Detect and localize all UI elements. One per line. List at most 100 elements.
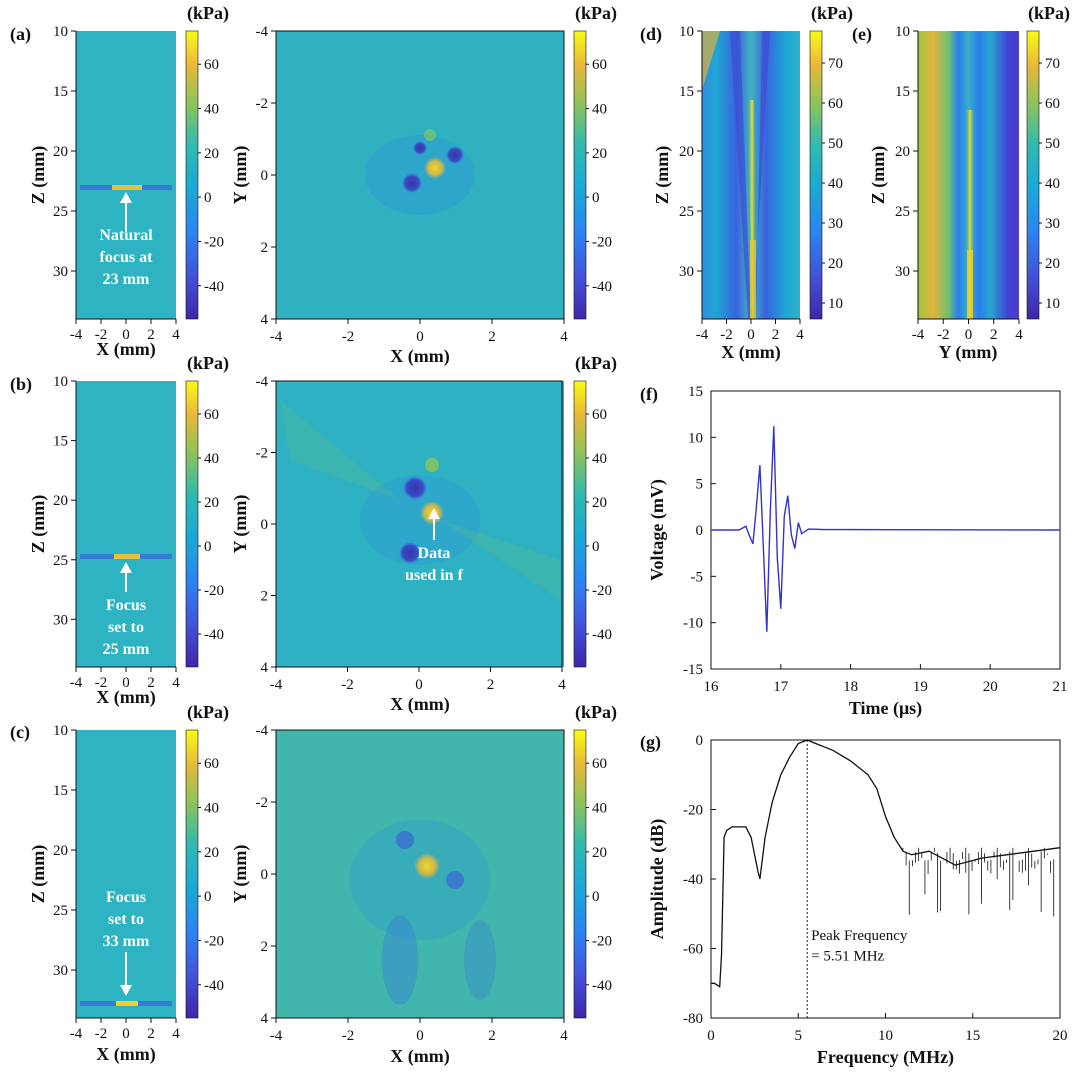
xlabel-xy-a: X (mm) (390, 346, 449, 367)
xy-features-b (280, 400, 560, 600)
colorbar-gradient (185, 729, 199, 1019)
colorbar-tick-label: 20 (592, 146, 607, 162)
annotation-a-line2: focus at (100, 249, 154, 266)
colorbar-unit: (kPa) (811, 3, 853, 24)
colorbar-tick-label: -20 (204, 933, 224, 949)
colorbar-a: (kPa) 60 40 20 0 -20 -40 (185, 3, 229, 320)
z-tick-label: 10 (53, 723, 68, 739)
x-tick-label: 2 (772, 327, 780, 343)
colorbar-unit: (kPa) (1028, 3, 1070, 24)
z-axis-e: 10 15 20 25 30 (895, 24, 919, 319)
ylabel-c: Z (mm) (28, 845, 49, 903)
z-tick-label: 20 (895, 144, 910, 160)
annotation-b: Focus set to 25 mm (103, 562, 150, 658)
annotation-xy-b-line2: used in f (405, 567, 463, 584)
x-tick-label: 4 (558, 677, 566, 693)
ylabel-xy-a: Y (mm) (230, 146, 251, 205)
y-tick-label: -5 (691, 569, 704, 585)
x-tick-label: 2 (487, 677, 495, 693)
y-tick-label: -40 (683, 872, 703, 888)
colorbar-unit: (kPa) (575, 702, 617, 723)
colorbar-tick-label: 10 (828, 296, 843, 312)
colorbar-xy-a: (kPa) 60 40 20 0 -20 -40 (573, 3, 617, 320)
y-tick-label: 5 (696, 477, 704, 493)
x-tick-label: 17 (773, 679, 789, 695)
x-tick-label: 19 (913, 679, 928, 695)
ylabel-xy-c: Y (mm) (230, 845, 251, 904)
x-tick-label: -2 (720, 327, 733, 343)
annotation-b-line1: Focus (106, 597, 146, 614)
y-tick-label: -4 (256, 723, 269, 739)
xy-features-a (276, 31, 564, 319)
y-tick-label: -2 (256, 795, 269, 811)
ylabel-e: Z (mm) (868, 146, 889, 204)
x-tick-label: 4 (560, 1028, 568, 1044)
colorbar-tick-label: 40 (1045, 176, 1060, 192)
z-tick-label: 25 (679, 204, 694, 220)
colorbar-gradient (809, 30, 823, 320)
colorbar-tick-label: 70 (1045, 56, 1060, 72)
z-tick-label: 25 (53, 553, 68, 569)
focus-streak-a (80, 185, 172, 190)
z-tick-label: 30 (53, 264, 68, 280)
colorbar-tick-label: 0 (204, 539, 212, 555)
plot-f: 16 17 18 19 20 21 15 10 5 0 -5 -10 -15 Time (μs) Volta… (647, 384, 1068, 719)
colorbar-gradient (185, 30, 199, 320)
z-tick-label: 30 (895, 264, 910, 280)
x-tick-label: 0 (965, 327, 973, 343)
colorbar-tick-label: 20 (592, 845, 607, 861)
annotation-c-line2: set to (108, 911, 144, 928)
colorbar-xy-b: (kPa) 60 40 20 0 -20 -40 (573, 353, 617, 668)
x-tick-label: 0 (416, 1028, 424, 1044)
annotation-c-line1: Focus (106, 889, 146, 906)
x-tick-label: 2 (488, 1028, 496, 1044)
z-tick-label: 15 (895, 84, 910, 100)
x-tick-label: 2 (990, 327, 998, 343)
colorbar-tick-label: 20 (204, 146, 219, 162)
x-tick-label: 21 (1053, 679, 1068, 695)
x-tick-label: 0 (415, 677, 423, 693)
z-tick-label: 20 (53, 144, 68, 160)
colorbar-tick-label: 70 (828, 56, 843, 72)
colorbar-tick-label: 40 (204, 451, 219, 467)
panel-g: (g) 0 5 10 15 20 0 -20 -40 -60 -80 Frequency (MHz)… (640, 732, 1068, 1068)
focus-streak-b (80, 554, 172, 559)
x-tick-label: -4 (70, 1026, 83, 1042)
colorbar-tick-label: 60 (1045, 96, 1060, 112)
panel-d: (d) 10 15 20 25 30 -4 -2 0 2 4 Z (mm) X (mm) (kP… (640, 3, 853, 363)
x-tick-label: 0 (416, 329, 424, 345)
colorbar-gradient (573, 30, 587, 320)
colorbar-tick-label: 0 (592, 539, 600, 555)
x-tick-label: 0 (747, 327, 755, 343)
colorbar-tick-label: 0 (204, 190, 212, 206)
panel-label-d: (d) (640, 24, 662, 45)
colorbar-tick-label: 20 (1045, 256, 1060, 272)
x-tick-label: 20 (1053, 1028, 1068, 1044)
z-tick-label: 25 (53, 903, 68, 919)
colorbar-gradient (1026, 30, 1040, 320)
xlabel-xy-c: X (mm) (390, 1046, 449, 1067)
colorbar-tick-label: -40 (204, 279, 224, 295)
y-tick-label: 15 (688, 384, 703, 400)
z-axis-b: 10 15 20 25 30 (53, 374, 77, 667)
colorbar-tick-label: -20 (592, 234, 612, 250)
y-tick-label: 4 (261, 660, 269, 676)
x-axis-b: -4 -2 0 2 4 (70, 666, 180, 691)
colorbar-tick-label: 40 (204, 801, 219, 817)
y-tick-label: 0 (261, 168, 269, 184)
x-tick-label: -2 (341, 677, 354, 693)
x-tick-label: 2 (147, 675, 155, 691)
x-tick-label: 16 (704, 679, 720, 695)
peak-frequency-annotation-line2: = 5.51 MHz (811, 949, 884, 965)
z-tick-label: 20 (53, 493, 68, 509)
y-tick-label: -4 (256, 24, 269, 40)
colorbar-tick-label: 40 (592, 102, 607, 118)
z-axis-a: 10 15 20 25 30 (53, 24, 77, 319)
z-tick-label: 25 (53, 204, 68, 220)
x-tick-label: 4 (1015, 327, 1023, 343)
xlabel-e: Y (mm) (939, 342, 998, 363)
annotation-xy-b-line1: Data (418, 545, 451, 562)
